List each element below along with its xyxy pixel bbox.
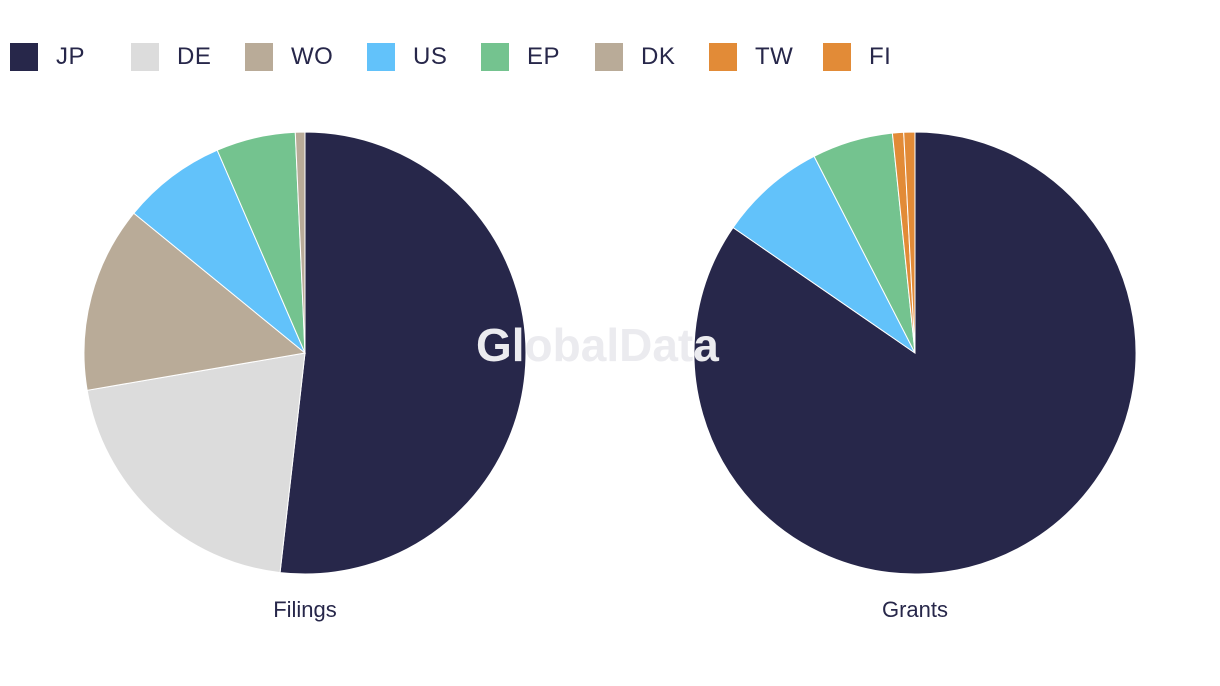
legend-label-wo: WO <box>291 43 334 70</box>
legend-item-fi[interactable]: FI <box>823 43 891 71</box>
legend-swatch-tw <box>709 43 737 71</box>
slice-filings-us[interactable] <box>133 149 306 354</box>
legend-item-wo[interactable]: WO <box>245 43 347 71</box>
slice-filings-dk[interactable] <box>294 131 306 354</box>
legend-label-jp: JP <box>56 43 86 70</box>
legend-item-us[interactable]: US <box>367 43 461 71</box>
pie-title-grants: Grants <box>882 597 948 622</box>
slice-grants-fi[interactable] <box>903 131 916 354</box>
legend-swatch-fi <box>823 43 851 71</box>
legend-swatch-wo <box>245 43 273 71</box>
legend-item-de[interactable]: DE <box>131 43 225 71</box>
pie-title-filings: Filings <box>273 597 337 622</box>
slice-grants-us[interactable] <box>732 155 916 354</box>
slice-filings-jp[interactable] <box>279 131 527 575</box>
legend-item-ep[interactable]: EP <box>481 43 575 71</box>
legend-item-tw[interactable]: TW <box>709 43 803 71</box>
legend-swatch-us <box>367 43 395 71</box>
legend-swatch-ep <box>481 43 509 71</box>
legend-label-ep: EP <box>527 43 561 70</box>
legend-label-tw: TW <box>755 43 794 70</box>
slice-filings-de[interactable] <box>86 352 306 574</box>
legend-item-jp[interactable]: JP <box>10 43 101 71</box>
legend-swatch-jp <box>10 43 38 71</box>
pie-filings <box>83 131 527 575</box>
legend-swatch-dk <box>595 43 623 71</box>
legend-item-dk[interactable]: DK <box>595 43 689 71</box>
chart-legend: JP DE WO US EP DK TW FI <box>10 43 891 71</box>
legend-swatch-de <box>131 43 159 71</box>
legend-label-us: US <box>413 43 448 70</box>
slice-filings-wo[interactable] <box>83 212 307 391</box>
pie-grants <box>693 131 1137 575</box>
legend-label-dk: DK <box>641 43 676 70</box>
legend-label-de: DE <box>177 43 212 70</box>
legend-label-fi: FI <box>869 43 892 70</box>
